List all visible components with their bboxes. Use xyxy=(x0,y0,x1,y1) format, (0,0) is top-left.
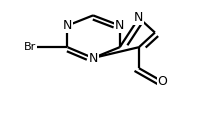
Text: N: N xyxy=(63,19,72,32)
Text: N: N xyxy=(134,11,144,24)
Text: N: N xyxy=(88,51,98,64)
Text: Br: Br xyxy=(24,42,37,52)
Text: O: O xyxy=(157,75,167,88)
Text: N: N xyxy=(115,19,124,32)
